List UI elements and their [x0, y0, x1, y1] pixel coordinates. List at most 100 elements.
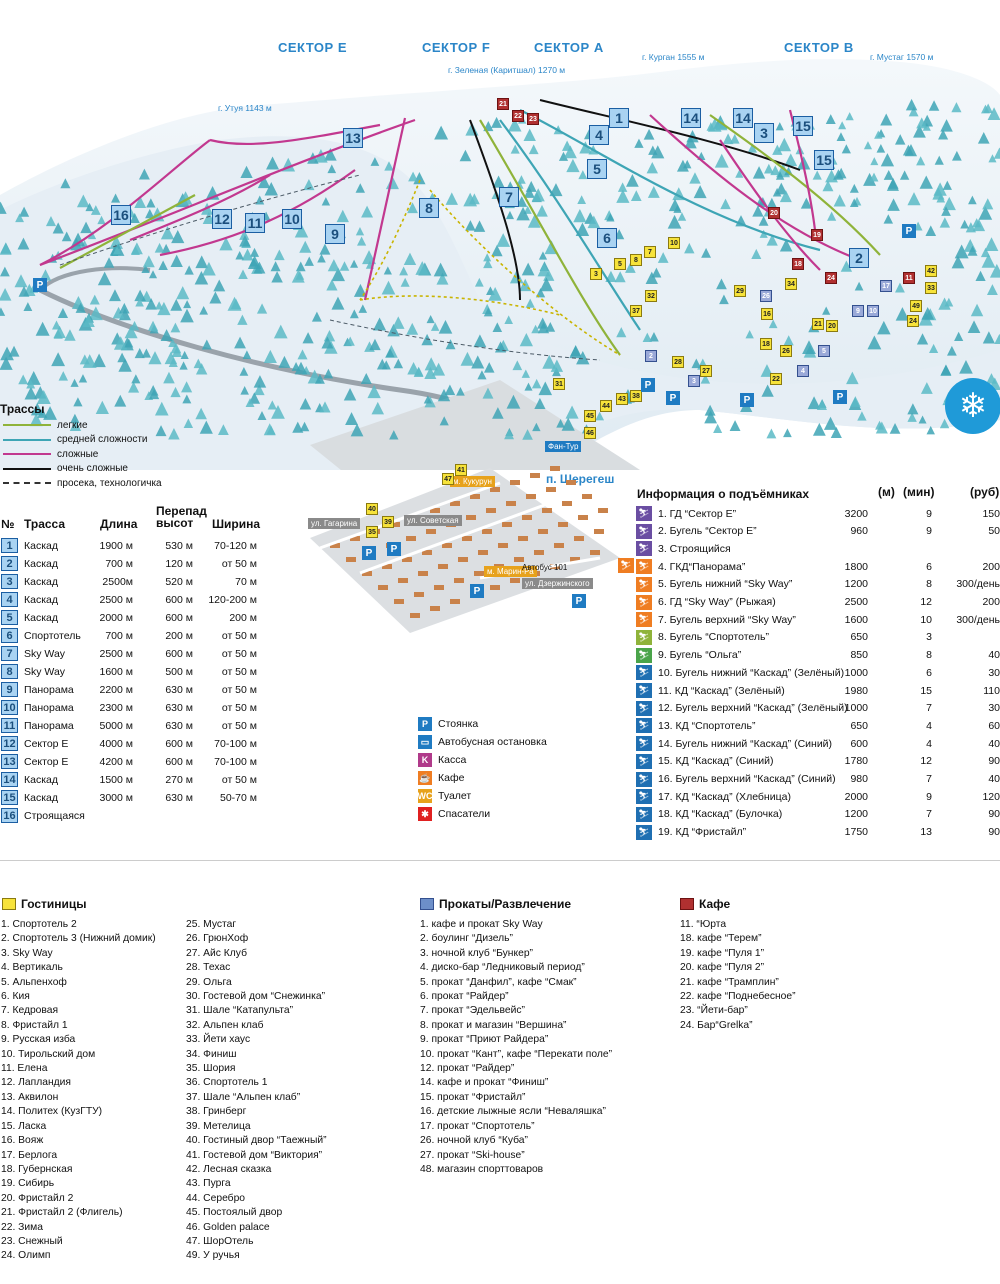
rental-marker-10[interactable]: 10	[867, 305, 879, 317]
cafe-marker-23[interactable]: 23	[527, 113, 539, 125]
table-row[interactable]: 3 Каскад 2500м 520 м 70 м	[0, 573, 270, 590]
parking-marker[interactable]: P	[33, 278, 47, 292]
lift-row[interactable]: ⛷ 4. ГКД“Панорама” 1800 6 200	[636, 558, 1000, 575]
lift-row[interactable]: ⛷ 10. Бугель нижний “Каскад” (Зелёный) 100…	[636, 664, 1000, 681]
lift-row[interactable]: ⛷ 1. ГД “Сектор Е” 3200 9 150	[636, 505, 1000, 522]
hotel-marker-46[interactable]: 46	[584, 427, 596, 439]
trail-marker-13[interactable]: 13	[343, 128, 363, 148]
trail-marker-16[interactable]: 16	[111, 205, 131, 225]
trail-marker-7[interactable]: 7	[499, 187, 519, 207]
cafe-marker-20[interactable]: 20	[768, 207, 780, 219]
hotel-marker-29[interactable]: 29	[734, 285, 746, 297]
table-row[interactable]: 14 Каскад 1500 м 270 м от 50 м	[0, 771, 270, 788]
hotel-marker-21[interactable]: 21	[812, 318, 824, 330]
hotel-marker-49[interactable]: 49	[910, 300, 922, 312]
lift-row[interactable]: ⛷ 15. КД “Каскад” (Синий) 1780 12 90	[636, 753, 1000, 770]
lift-row[interactable]: ⛷ 6. ГД “Sky Way” (Рыжая) 2500 12 200	[636, 594, 1000, 611]
hotel-marker-37[interactable]: 37	[630, 305, 642, 317]
hotel-marker-18[interactable]: 18	[760, 338, 772, 350]
table-row[interactable]: 8 Sky Way 1600 м 500 м от 50 м	[0, 663, 270, 680]
lift-row[interactable]: ⛷ 2. Бугель “Сектор Е” 960 9 50	[636, 523, 1000, 540]
rental-marker-17[interactable]: 17	[880, 280, 892, 292]
rental-marker-2[interactable]: 2	[645, 350, 657, 362]
hotel-marker-5[interactable]: 5	[614, 258, 626, 270]
hotel-marker-47[interactable]: 47	[442, 473, 454, 485]
hotel-marker-3[interactable]: 3	[590, 268, 602, 280]
table-row[interactable]: 10 Панорама 2300 м 630 м от 50 м	[0, 699, 270, 716]
hotel-marker-34[interactable]: 34	[785, 278, 797, 290]
hotel-marker-28[interactable]: 28	[672, 356, 684, 368]
cafe-marker-22[interactable]: 22	[512, 110, 524, 122]
lift-row[interactable]: ⛷ 5. Бугель нижний “Sky Way” 1200 8 300/день	[636, 576, 1000, 593]
table-row[interactable]: 6 Спортотель 700 м 200 м от 50 м	[0, 627, 270, 644]
lift-row[interactable]: ⛷ 12. Бугель верхний “Каскад” (Зелёный) 10…	[636, 700, 1000, 717]
table-row[interactable]: 9 Панорама 2200 м 630 м от 50 м	[0, 681, 270, 698]
hotel-marker-45[interactable]: 45	[584, 410, 596, 422]
lift-row[interactable]: ⛷ 17. КД “Каскад” (Хлебница) 2000 9 120	[636, 788, 1000, 805]
trail-marker-1[interactable]: 1	[609, 108, 629, 128]
hotel-marker-44[interactable]: 44	[600, 400, 612, 412]
parking-marker[interactable]: P	[470, 584, 484, 598]
trail-marker-12[interactable]: 12	[212, 209, 232, 229]
table-row[interactable]: 1 Каскад 1900 м 530 м 70-120 м	[0, 537, 270, 554]
cafe-marker-11[interactable]: 11	[903, 272, 915, 284]
rental-marker-4[interactable]: 4	[797, 365, 809, 377]
hotel-marker-27[interactable]: 27	[700, 365, 712, 377]
hotel-marker-8[interactable]: 8	[630, 254, 642, 266]
lift-row[interactable]: ⛷ 13. КД “Спортотель” 650 4 60	[636, 717, 1000, 734]
trail-marker-15[interactable]: 15	[793, 116, 813, 136]
trail-marker-9[interactable]: 9	[325, 224, 345, 244]
trail-marker-2[interactable]: 2	[849, 248, 869, 268]
table-row[interactable]: 13 Сектор Е 4200 м 600 м 70-100 м	[0, 753, 270, 770]
lift-row[interactable]: ⛷ 3. Строящийся	[636, 540, 1000, 557]
hotel-marker-43[interactable]: 43	[616, 393, 628, 405]
hotel-marker-39[interactable]: 39	[382, 516, 394, 528]
hotel-marker-31[interactable]: 31	[553, 378, 565, 390]
trail-marker-15b[interactable]: 15	[814, 150, 834, 170]
trail-marker-3[interactable]: 3	[754, 123, 774, 143]
trail-marker-11[interactable]: 11	[245, 213, 265, 233]
hotel-marker-26[interactable]: 26	[780, 345, 792, 357]
hotel-marker-42[interactable]: 42	[925, 265, 937, 277]
trail-marker-10[interactable]: 10	[282, 209, 302, 229]
lift-row[interactable]: ⛷ 18. КД “Каскад” (Булочка) 1200 7 90	[636, 806, 1000, 823]
trail-marker-14[interactable]: 14	[681, 108, 701, 128]
parking-marker[interactable]: P	[362, 546, 376, 560]
table-row[interactable]: 5 Каскад 2000 м 600 м 200 м	[0, 609, 270, 626]
rental-marker-9[interactable]: 9	[852, 305, 864, 317]
lift-row[interactable]: ⛷ 14. Бугель нижний “Каскад” (Синий) 600 4 4…	[636, 735, 1000, 752]
table-row[interactable]: 4 Каскад 2500 м 600 м 120-200 м	[0, 591, 270, 608]
rental-marker-3[interactable]: 3	[688, 375, 700, 387]
cafe-marker-21[interactable]: 21	[497, 98, 509, 110]
hotel-marker-41[interactable]: 41	[455, 464, 467, 476]
hotel-marker-7[interactable]: 7	[644, 246, 656, 258]
table-row[interactable]: 7 Sky Way 2500 м 600 м от 50 м	[0, 645, 270, 662]
hotel-marker-38[interactable]: 38	[630, 390, 642, 402]
parking-marker[interactable]: P	[740, 393, 754, 407]
lift-row[interactable]: ⛷ 9. Бугель “Ольга” 850 8 40	[636, 647, 1000, 664]
parking-marker[interactable]: P	[387, 542, 401, 556]
trail-marker-6[interactable]: 6	[597, 228, 617, 248]
hotel-marker-10[interactable]: 10	[668, 237, 680, 249]
trail-marker-5[interactable]: 5	[587, 159, 607, 179]
table-row[interactable]: 11 Панорама 5000 м 630 м от 50 м	[0, 717, 270, 734]
table-row[interactable]: 2 Каскад 700 м 120 м от 50 м	[0, 555, 270, 572]
table-row[interactable]: 12 Сектор Е 4000 м 600 м 70-100 м	[0, 735, 270, 752]
hotel-marker-20[interactable]: 20	[826, 320, 838, 332]
lift-row[interactable]: ⛷ 16. Бугель верхний “Каскад” (Синий) 980 7…	[636, 771, 1000, 788]
cafe-marker-24[interactable]: 24	[825, 272, 837, 284]
lift-row[interactable]: ⛷ 8. Бугель “Спортотель” 650 3	[636, 629, 1000, 646]
parking-marker[interactable]: P	[833, 390, 847, 404]
hotel-marker-22[interactable]: 22	[770, 373, 782, 385]
hotel-marker-33[interactable]: 33	[925, 282, 937, 294]
parking-marker[interactable]: P	[641, 378, 655, 392]
lift-row[interactable]: ⛷ 19. КД “Фристайл” 1750 13 90	[636, 824, 1000, 841]
parking-marker[interactable]: P	[572, 594, 586, 608]
hotel-marker-24[interactable]: 24	[907, 315, 919, 327]
hotel-marker-32[interactable]: 32	[645, 290, 657, 302]
hotel-marker-40[interactable]: 40	[366, 503, 378, 515]
parking-marker[interactable]: P	[902, 224, 916, 238]
trail-marker-14b[interactable]: 14	[733, 108, 753, 128]
hotel-marker-16[interactable]: 16	[761, 308, 773, 320]
trail-marker-8[interactable]: 8	[419, 198, 439, 218]
